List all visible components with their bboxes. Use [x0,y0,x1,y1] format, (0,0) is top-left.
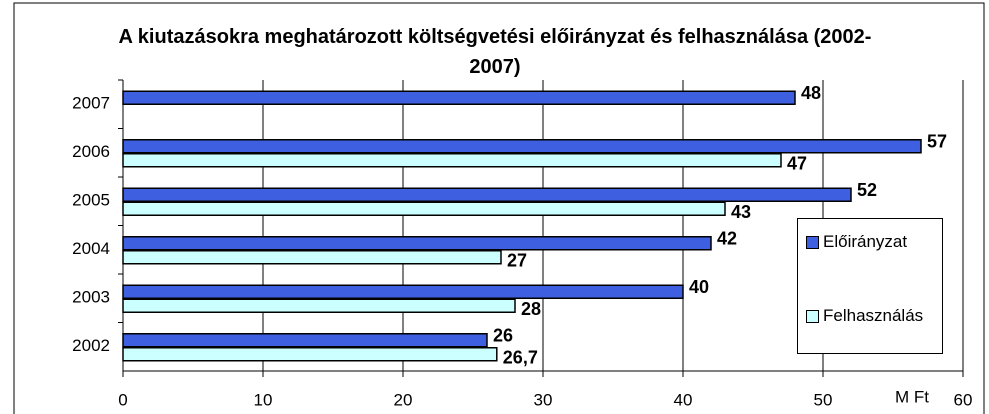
value-label: 42 [717,229,737,249]
bar [122,347,498,362]
value-label: 57 [927,132,947,152]
value-label: 48 [801,83,821,103]
value-label: 26 [493,326,513,346]
legend: Előirányzat Felhasználás [797,218,943,354]
x-tick-label: 20 [394,390,413,409]
bar [122,187,852,202]
y-tick-label: 2003 [72,288,110,307]
bar [122,236,712,251]
y-tick-label: 2002 [72,336,110,355]
value-label: 28 [521,299,541,319]
y-tick-label: 2006 [72,142,110,161]
bar [122,153,782,168]
value-label: 47 [787,154,807,174]
value-label: 43 [731,202,751,222]
x-tick-label: 30 [534,390,553,409]
bar [122,139,922,154]
x-tick-label: 0 [118,390,127,409]
frame [13,2,985,414]
bar [122,90,796,105]
x-tick-label: 40 [674,390,693,409]
x-tick-label: 60 [954,390,973,409]
bar [122,201,726,216]
value-label: 52 [857,180,877,200]
legend-label: Előirányzat [823,232,908,251]
bar [122,333,488,348]
legend-item: Előirányzat [806,231,933,253]
y-tick-label: 2007 [72,94,110,113]
y-tick-label: 2005 [72,191,110,210]
bar [122,298,516,313]
bar [122,250,502,265]
value-label: 40 [689,277,709,297]
chart-title: A kiutazásokra meghatározott költségveté… [118,26,872,78]
bar [122,284,684,299]
value-label: 27 [507,251,527,271]
legend-item: Felhasználás [806,305,933,327]
legend-label: Felhasználás [823,306,924,325]
y-tick-label: 2004 [72,239,110,258]
x-axis-label: M Ft [895,387,929,406]
legend-swatch [806,310,819,323]
x-tick-label: 10 [254,390,273,409]
x-tick-label: 50 [814,390,833,409]
legend-swatch [806,236,819,249]
value-label: 26,7 [503,348,538,368]
